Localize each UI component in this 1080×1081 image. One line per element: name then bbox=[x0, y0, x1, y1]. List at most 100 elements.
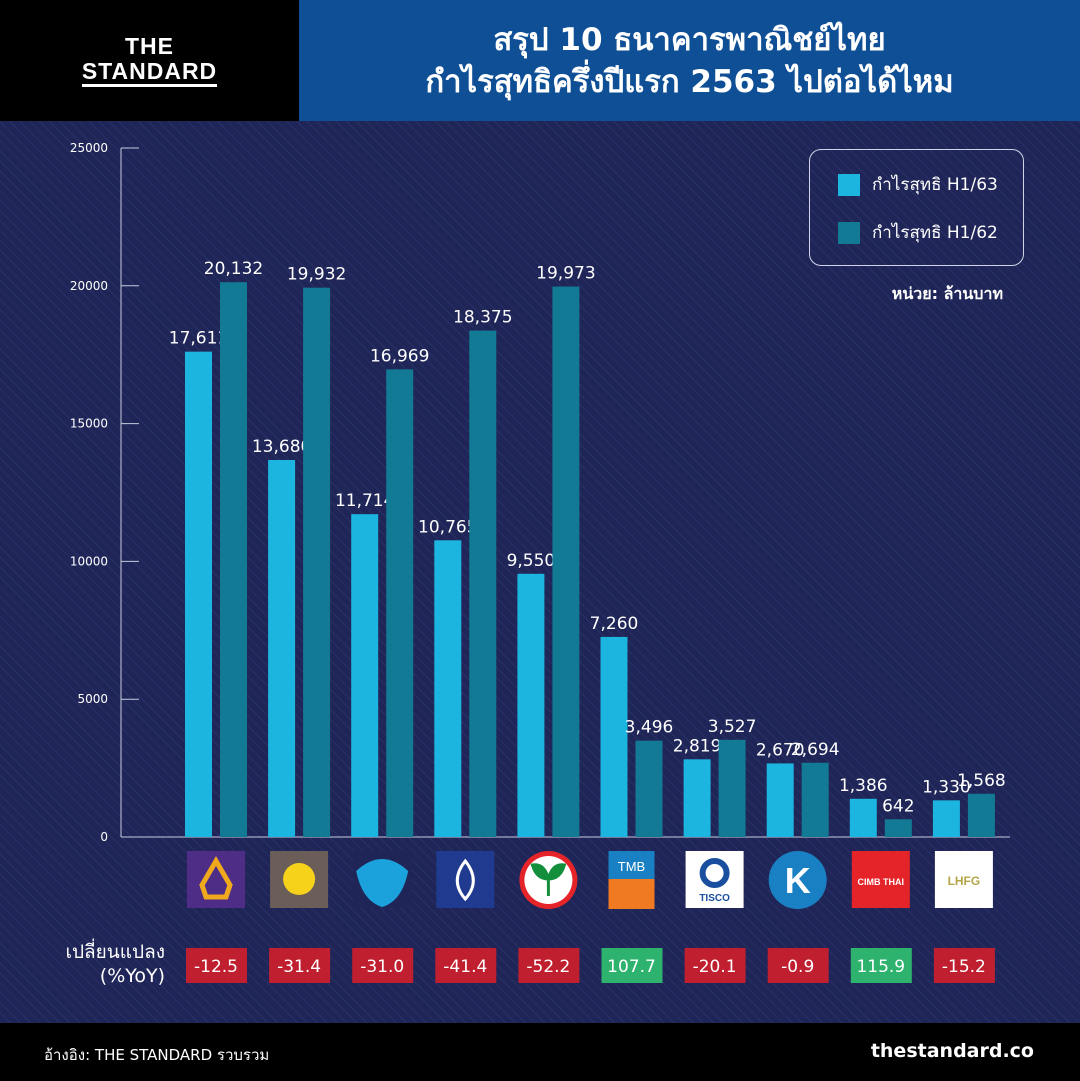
bank-logo-text: TISCO bbox=[699, 893, 730, 904]
yoy-label-line2: (%YoY) bbox=[99, 965, 165, 987]
legend-item-h162: กำไรสุทธิ H1/62 bbox=[838, 219, 998, 246]
bbl-lotus-icon bbox=[455, 858, 475, 902]
data-label: 16,969 bbox=[370, 346, 429, 366]
bar-h162 bbox=[552, 286, 580, 837]
bar-h163 bbox=[434, 540, 462, 837]
legend-swatch-h163 bbox=[838, 173, 860, 196]
data-label: 2,819 bbox=[673, 736, 722, 756]
bar-h163 bbox=[185, 351, 212, 837]
yoy-badge bbox=[518, 948, 580, 983]
bar-h162 bbox=[718, 739, 746, 837]
bank-logo-cimb bbox=[851, 851, 910, 908]
yoy-badge bbox=[684, 948, 746, 983]
brand-line1: THE bbox=[125, 33, 174, 59]
kbank-sprout-icon bbox=[530, 863, 567, 896]
bar-h163 bbox=[517, 573, 545, 837]
krungsri-symbol-icon bbox=[283, 863, 316, 895]
data-label: 2,670 bbox=[756, 740, 805, 760]
tmb-orange-block bbox=[608, 879, 655, 909]
bank-logo-lhfg bbox=[934, 851, 993, 908]
header: สรุป 10 ธนาคารพาณิชย์ไทย กำไรสุทธิครึ่งป… bbox=[299, 0, 1080, 121]
kkp-k-icon: K bbox=[785, 860, 811, 901]
bar-h162 bbox=[967, 793, 995, 837]
legend-swatch-h162 bbox=[838, 221, 860, 244]
y-tick-label: 25000 bbox=[70, 141, 108, 155]
data-label: 18,375 bbox=[453, 308, 512, 328]
legend-label: กำไรสุทธิ H1/63 bbox=[872, 175, 998, 195]
data-label: 13,680 bbox=[252, 437, 311, 457]
bar-h162 bbox=[469, 330, 497, 837]
bar-h162 bbox=[303, 287, 331, 837]
yoy-value: -31.4 bbox=[277, 957, 321, 977]
legend: กำไรสุทธิ H1/63 กำไรสุทธิ H1/62 bbox=[809, 149, 1024, 266]
bar-h163 bbox=[683, 759, 711, 837]
yoy-badge bbox=[601, 948, 663, 983]
yoy-badge bbox=[767, 948, 829, 983]
yoy-value: -0.9 bbox=[781, 957, 814, 977]
data-label: 3,496 bbox=[625, 718, 674, 738]
bar-h163 bbox=[932, 800, 960, 837]
bar-h162 bbox=[801, 762, 829, 837]
data-label: 2,694 bbox=[791, 740, 840, 760]
data-label: 3,527 bbox=[708, 717, 757, 737]
data-label: 10,765 bbox=[418, 517, 477, 537]
yoy-badge bbox=[269, 948, 331, 983]
y-tick-label: 5000 bbox=[77, 692, 108, 706]
y-tick-label: 20000 bbox=[70, 279, 108, 293]
data-label: 1,386 bbox=[839, 776, 888, 796]
data-label: 17,611 bbox=[169, 329, 228, 349]
bar-h162 bbox=[884, 819, 912, 837]
yoy-value: -41.4 bbox=[443, 957, 487, 977]
yoy-value: 115.9 bbox=[856, 957, 905, 977]
scb-bell-icon bbox=[199, 856, 233, 900]
data-label: 1,330 bbox=[922, 777, 971, 797]
data-label: 642 bbox=[882, 796, 914, 816]
legend-item-h163: กำไรสุทธิ H1/63 bbox=[838, 171, 998, 198]
bar-h162 bbox=[386, 369, 414, 837]
yoy-label-line1: เปลี่ยนแปลง bbox=[65, 941, 165, 963]
yoy-value: -20.1 bbox=[693, 957, 737, 977]
yoy-value: -31.0 bbox=[360, 957, 404, 977]
yoy-badge bbox=[186, 948, 247, 983]
data-label: 9,550 bbox=[507, 551, 556, 571]
bank-logo-text: LHFG bbox=[948, 874, 981, 888]
bar-h162 bbox=[635, 740, 663, 837]
bank-logo-kkp bbox=[768, 851, 827, 909]
ktb-garuda-icon bbox=[356, 859, 409, 907]
data-label: 11,714 bbox=[335, 491, 394, 511]
bar-h163 bbox=[268, 459, 296, 837]
title-line1: สรุป 10 ธนาคารพาณิชย์ไทย bbox=[493, 21, 886, 58]
data-label: 1,568 bbox=[957, 771, 1006, 791]
yoy-value: -52.2 bbox=[526, 957, 570, 977]
yoy-value: -12.5 bbox=[194, 957, 238, 977]
footer: อ้างอิง: THE STANDARD รวบรวม thestandard… bbox=[0, 1023, 1080, 1081]
yoy-badge bbox=[850, 948, 912, 983]
brand-line2: STANDARD bbox=[81, 59, 218, 87]
yoy-badge bbox=[933, 948, 995, 983]
bar-h162 bbox=[220, 282, 247, 837]
unit-label: หน่วย: ล้านบาท bbox=[891, 284, 1003, 303]
tmb-logo-text: TMB bbox=[618, 859, 645, 874]
yoy-badge bbox=[352, 948, 414, 983]
source-text: อ้างอิง: THE STANDARD รวบรวม bbox=[44, 1046, 270, 1064]
y-tick-label: 15000 bbox=[70, 417, 108, 431]
tisco-ring-icon bbox=[699, 858, 730, 888]
yoy-badge bbox=[435, 948, 497, 983]
data-label: 7,260 bbox=[590, 614, 639, 634]
bar-h163 bbox=[351, 514, 379, 837]
yoy-label: เปลี่ยนแปลง (%YoY) bbox=[40, 940, 165, 988]
legend-label: กำไรสุทธิ H1/62 bbox=[872, 223, 998, 243]
title-line2: กำไรสุทธิครึ่งปีแรก 2563 ไปต่อได้ไหม bbox=[425, 63, 954, 100]
data-label: 19,973 bbox=[536, 264, 595, 284]
brand-logo: THE STANDARD bbox=[0, 0, 299, 121]
bar-h163 bbox=[766, 763, 794, 837]
bank-logo-text: CIMB THAI bbox=[858, 877, 905, 887]
bar-h163 bbox=[600, 636, 628, 837]
site-link[interactable]: thestandard.co bbox=[870, 1040, 1034, 1062]
data-label: 19,932 bbox=[287, 265, 346, 285]
yoy-value: -15.2 bbox=[942, 957, 986, 977]
data-label: 20,132 bbox=[204, 259, 263, 279]
y-tick-label: 10000 bbox=[70, 554, 108, 568]
yoy-value: 107.7 bbox=[607, 957, 656, 977]
